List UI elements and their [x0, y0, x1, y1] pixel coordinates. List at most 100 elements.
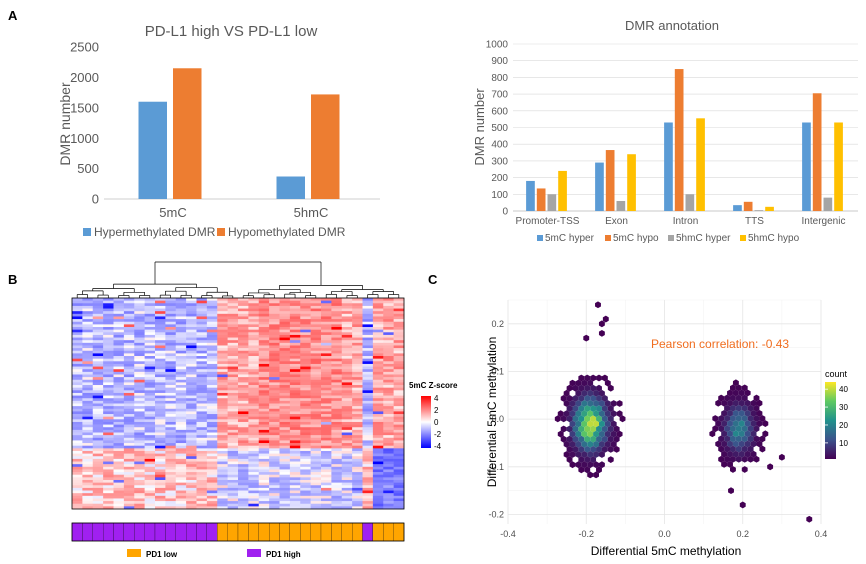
- heatmap-cell: [144, 485, 156, 489]
- x-tick-label: 0.2: [736, 529, 749, 539]
- heatmap-cell: [238, 350, 249, 354]
- heatmap-cell: [196, 427, 208, 431]
- heatmap-cell: [300, 313, 311, 317]
- heatmap-cell: [217, 385, 228, 388]
- category-label: TTS: [745, 216, 764, 227]
- heatmap-cell: [123, 453, 135, 457]
- heatmap-cell: [123, 337, 135, 341]
- heatmap-cell: [206, 445, 218, 449]
- y-tick-label: 2000: [70, 70, 99, 85]
- heatmap-cell: [206, 435, 218, 439]
- heatmap-cell: [227, 466, 239, 470]
- heatmap-cell: [175, 358, 187, 362]
- heatmap-cell: [269, 477, 280, 481]
- heatmap-cell: [134, 387, 145, 391]
- heatmap-cell: [227, 395, 239, 399]
- heatmap-cell: [310, 350, 322, 354]
- heatmap-cell: [144, 332, 156, 336]
- heatmap-cell: [258, 374, 270, 378]
- heatmap-cell: [300, 350, 311, 354]
- hexbin-cell: [575, 410, 582, 418]
- heatmap-cell: [352, 474, 363, 478]
- heatmap-cell: [258, 298, 270, 301]
- hexbin-cell: [607, 435, 614, 443]
- heatmap-cell: [321, 479, 332, 483]
- heatmap-cell: [82, 466, 94, 470]
- heatmap-cell: [186, 350, 197, 354]
- heatmap-cell: [72, 342, 83, 346]
- heatmap-cell: [362, 443, 374, 446]
- heatmap-cell: [186, 371, 197, 375]
- heatmap-cell: [269, 385, 280, 388]
- heatmap-cell: [72, 458, 83, 462]
- heatmap-cell: [206, 371, 218, 375]
- heatmap-cell: [175, 395, 187, 399]
- heatmap-cell: [186, 379, 197, 383]
- heatmap-cell: [113, 464, 125, 468]
- heatmap-cell: [341, 435, 353, 439]
- heatmap-cell: [82, 414, 94, 417]
- heatmap-cell: [113, 371, 125, 375]
- y-tick-label: 2500: [70, 40, 99, 55]
- heatmap-cell: [352, 340, 363, 344]
- heatmap-cell: [217, 332, 228, 336]
- heatmap-cell: [269, 506, 280, 510]
- heatmap-cell: [113, 450, 125, 454]
- heatmap-cell: [238, 374, 249, 378]
- heatmap-cell: [227, 429, 239, 433]
- heatmap-cell: [393, 400, 405, 404]
- hexbin-cell: [560, 415, 567, 423]
- heatmap-cell: [103, 324, 114, 328]
- heatmap-cell: [362, 466, 374, 470]
- heatmap-cell: [227, 356, 239, 359]
- heatmap-cell: [186, 395, 197, 399]
- heatmap-cell: [92, 506, 104, 510]
- annotation-cell: [71, 522, 83, 542]
- heatmap-cell: [372, 437, 384, 441]
- heatmap-cell: [393, 435, 405, 439]
- heatmap-cell: [113, 472, 125, 476]
- heatmap-cell: [227, 387, 239, 391]
- heatmap-cell: [217, 345, 228, 349]
- heatmap-cell: [393, 477, 405, 481]
- heatmap-cell: [331, 371, 343, 375]
- heatmap-cell: [82, 406, 94, 410]
- heatmap-cell: [269, 321, 280, 325]
- heatmap-cell: [82, 398, 94, 402]
- heatmap-cell: [341, 356, 353, 359]
- heatmap-cell: [321, 498, 332, 502]
- heatmap-cell: [279, 374, 291, 378]
- heatmap-cell: [155, 390, 166, 394]
- heatmap-cell: [113, 474, 125, 478]
- heatmap-cell: [289, 498, 301, 502]
- heatmap-cell: [123, 390, 135, 394]
- heatmap-cell: [186, 448, 197, 452]
- heatmap-cell: [393, 358, 405, 362]
- heatmap-cell: [155, 432, 166, 436]
- heatmap-cell: [72, 490, 83, 494]
- heatmap-cell: [331, 464, 343, 468]
- heatmap-cell: [238, 419, 249, 423]
- heatmap-cell: [165, 321, 177, 325]
- annotation-cell: [175, 522, 187, 542]
- hexbin-cell: [581, 451, 588, 458]
- hexbin-outlier: [739, 501, 746, 509]
- heatmap-cell: [341, 461, 353, 465]
- heatmap-cell: [269, 305, 280, 309]
- heatmap-cell: [289, 477, 301, 481]
- heatmap-cell: [331, 445, 343, 449]
- heatmap-cell: [331, 440, 343, 444]
- heatmap-cell: [165, 379, 177, 383]
- heatmap-cell: [175, 350, 187, 354]
- heatmap-cell: [175, 400, 187, 404]
- heatmap-cell: [393, 353, 405, 357]
- heatmap-cell: [321, 414, 332, 417]
- heatmap-cell: [331, 495, 343, 499]
- heatmap-cell: [372, 353, 384, 357]
- hexbin-cell: [581, 461, 588, 469]
- heatmap-cell: [92, 498, 104, 502]
- heatmap-cell: [248, 432, 260, 436]
- heatmap-cell: [289, 316, 301, 320]
- hexbin-cell: [584, 374, 591, 382]
- heatmap-cell: [155, 319, 166, 323]
